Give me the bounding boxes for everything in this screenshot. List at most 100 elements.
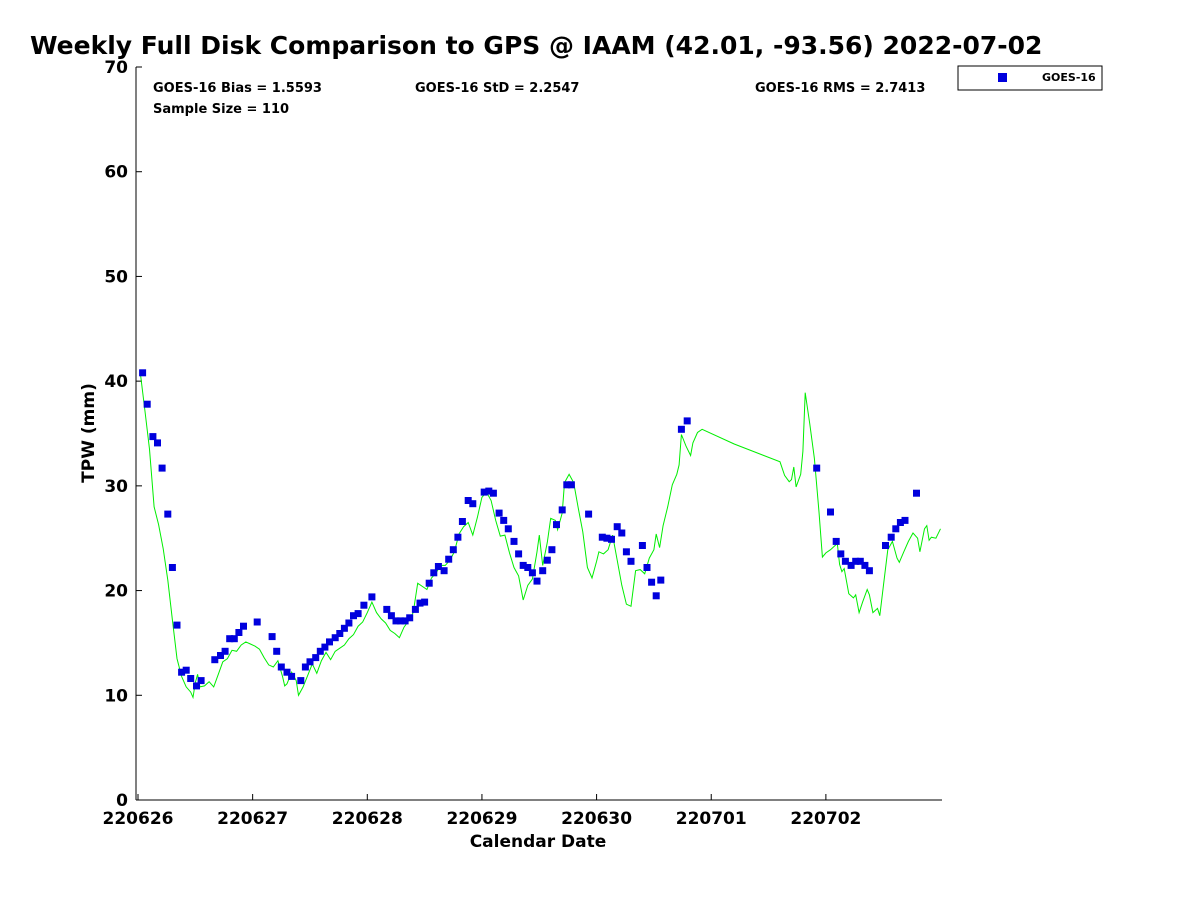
goes16-point xyxy=(837,550,845,558)
y-tick-label: 40 xyxy=(104,372,128,392)
rms-stat: GOES-16 RMS = 2.7413 xyxy=(755,81,925,96)
goes16-point xyxy=(558,506,566,514)
goes16-point xyxy=(345,619,353,627)
goes16-point xyxy=(273,647,281,655)
legend-marker xyxy=(998,73,1007,82)
goes16-point xyxy=(226,635,234,643)
goes16-point xyxy=(411,605,419,613)
goes16-point xyxy=(852,557,860,565)
y-axis-label: TPW (mm) xyxy=(79,383,99,483)
goes16-point xyxy=(397,617,404,625)
goes16-point xyxy=(543,556,551,564)
plot-area: 0 10 20 30 40 50 60 70 220626 220627 220628 220629… xyxy=(103,58,942,829)
y-tick-label: 60 xyxy=(104,163,128,183)
x-tick-label: 220701 xyxy=(676,809,747,829)
goes16-point xyxy=(164,510,172,518)
goes16-point xyxy=(887,533,895,541)
goes16-point xyxy=(458,518,466,525)
goes16-point xyxy=(539,567,547,575)
goes16-point xyxy=(856,557,864,565)
goes16-point xyxy=(841,557,849,565)
goes16-point xyxy=(387,612,395,620)
goes16-point xyxy=(449,546,457,554)
goes16-point xyxy=(454,533,462,541)
goes16-point xyxy=(515,550,523,558)
goes16-point xyxy=(312,654,320,662)
goes16-point xyxy=(360,601,368,609)
goes16-point xyxy=(598,533,606,541)
y-tick-label: 50 xyxy=(104,267,128,287)
x-tick-label: 220629 xyxy=(446,809,517,829)
goes16-point xyxy=(149,433,157,441)
goes16-point xyxy=(283,668,291,676)
goes16-point xyxy=(158,464,166,472)
legend-box xyxy=(957,65,1103,91)
goes16-point xyxy=(392,617,400,625)
goes16-point xyxy=(178,668,186,676)
goes16-point xyxy=(608,535,615,543)
goes16-point xyxy=(901,516,909,524)
goes16-point xyxy=(510,537,518,545)
goes16-point xyxy=(211,656,219,664)
goes16-point xyxy=(277,663,285,671)
goes16-point xyxy=(485,487,493,495)
goes16-point xyxy=(504,525,512,533)
y-tick-label: 70 xyxy=(104,58,128,78)
goes16-point xyxy=(618,529,626,537)
goes16-point xyxy=(480,488,488,496)
goes16-point xyxy=(847,561,855,569)
goes16-point xyxy=(143,400,151,408)
goes16-point xyxy=(368,593,376,601)
goes16-point xyxy=(585,510,593,518)
goes16-marker-layer xyxy=(139,369,920,690)
goes16-point xyxy=(524,564,532,571)
goes16-point xyxy=(643,564,651,571)
y-axis-ticks: 0 10 20 30 40 50 60 70 xyxy=(104,58,142,811)
goes16-point xyxy=(533,577,541,585)
goes16-point xyxy=(553,521,560,529)
goes16-point xyxy=(648,578,656,586)
bias-stat: GOES-16 Bias = 1.5593 xyxy=(153,81,322,96)
goes16-point xyxy=(613,523,621,531)
goes16-point xyxy=(548,546,556,554)
goes16-point xyxy=(416,599,424,607)
goes16-point xyxy=(306,658,314,666)
goes16-point xyxy=(182,666,190,674)
goes16-point xyxy=(683,417,691,425)
goes16-point xyxy=(350,612,357,620)
goes16-point xyxy=(331,634,339,642)
goes16-point xyxy=(813,464,821,472)
x-tick-label: 220628 xyxy=(332,809,403,829)
y-tick-label: 10 xyxy=(104,686,128,706)
goes16-point xyxy=(861,561,869,569)
y-tick-label: 20 xyxy=(104,582,128,602)
goes16-point xyxy=(340,624,348,632)
goes16-point xyxy=(230,635,238,643)
y-tick-label: 30 xyxy=(104,477,128,497)
goes16-point xyxy=(440,567,448,575)
goes16-point xyxy=(892,525,900,533)
goes16-point xyxy=(638,542,646,549)
goes16-point xyxy=(421,598,429,606)
x-tick-label: 220702 xyxy=(790,809,861,829)
goes16-point xyxy=(563,481,571,489)
goes16-point xyxy=(383,605,391,613)
goes16-point xyxy=(326,638,333,646)
goes16-point xyxy=(489,489,497,497)
goes16-point xyxy=(193,682,200,690)
goes16-point xyxy=(434,563,442,570)
goes16-point xyxy=(827,508,834,516)
goes16-point xyxy=(469,500,477,508)
goes16-point xyxy=(406,614,414,622)
goes16-point xyxy=(913,489,920,497)
goes16-point xyxy=(627,557,635,565)
goes16-point xyxy=(316,647,324,655)
goes16-point xyxy=(173,621,181,629)
goes16-point xyxy=(301,663,309,671)
sample-size-stat: Sample Size = 110 xyxy=(153,102,289,117)
goes16-point xyxy=(832,537,840,545)
goes16-point xyxy=(567,481,575,489)
goes16-point xyxy=(336,630,344,637)
goes16-point xyxy=(677,425,685,433)
